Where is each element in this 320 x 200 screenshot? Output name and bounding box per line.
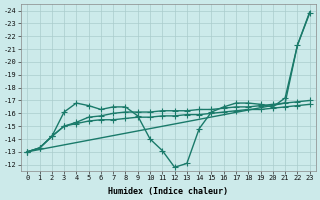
X-axis label: Humidex (Indice chaleur): Humidex (Indice chaleur) bbox=[108, 187, 228, 196]
